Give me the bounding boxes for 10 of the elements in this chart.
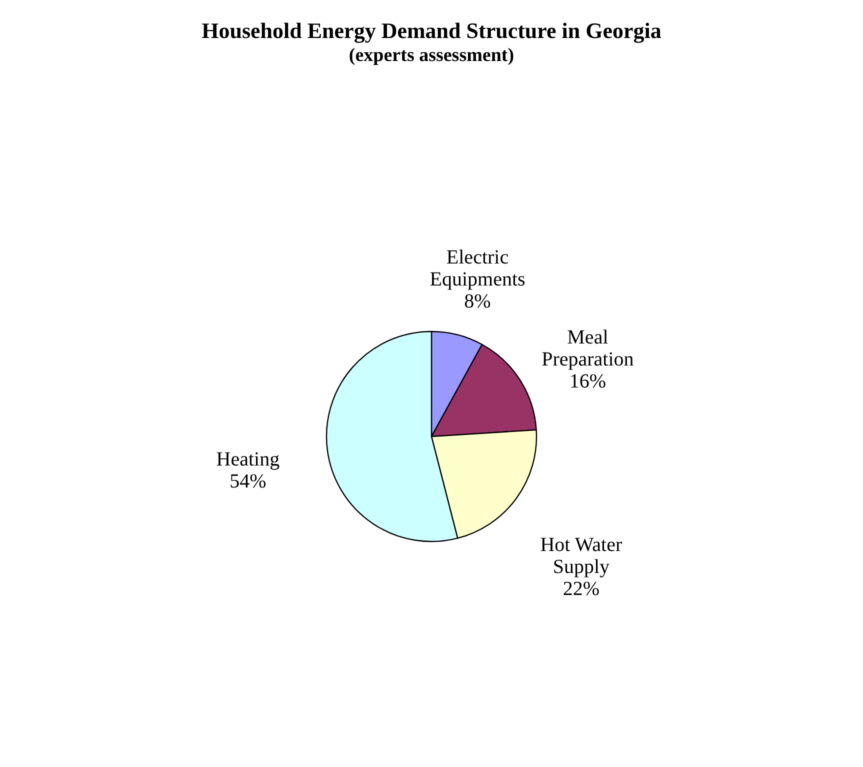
data-label: 8% <box>464 290 491 312</box>
chart-title: Household Energy Demand Structure in Georgia <box>202 18 662 43</box>
slice-label: Heating <box>216 448 280 471</box>
slice-label: Electric Equipments <box>430 246 526 290</box>
slice-label: Hot Water Supply <box>540 534 622 578</box>
data-label: 22% <box>562 578 600 600</box>
data-label: 54% <box>230 470 266 493</box>
data-label: 16% <box>569 370 606 392</box>
chart-subtitle: (experts assessment) <box>348 45 514 66</box>
slice-label: Meal Preparation <box>542 326 634 370</box>
